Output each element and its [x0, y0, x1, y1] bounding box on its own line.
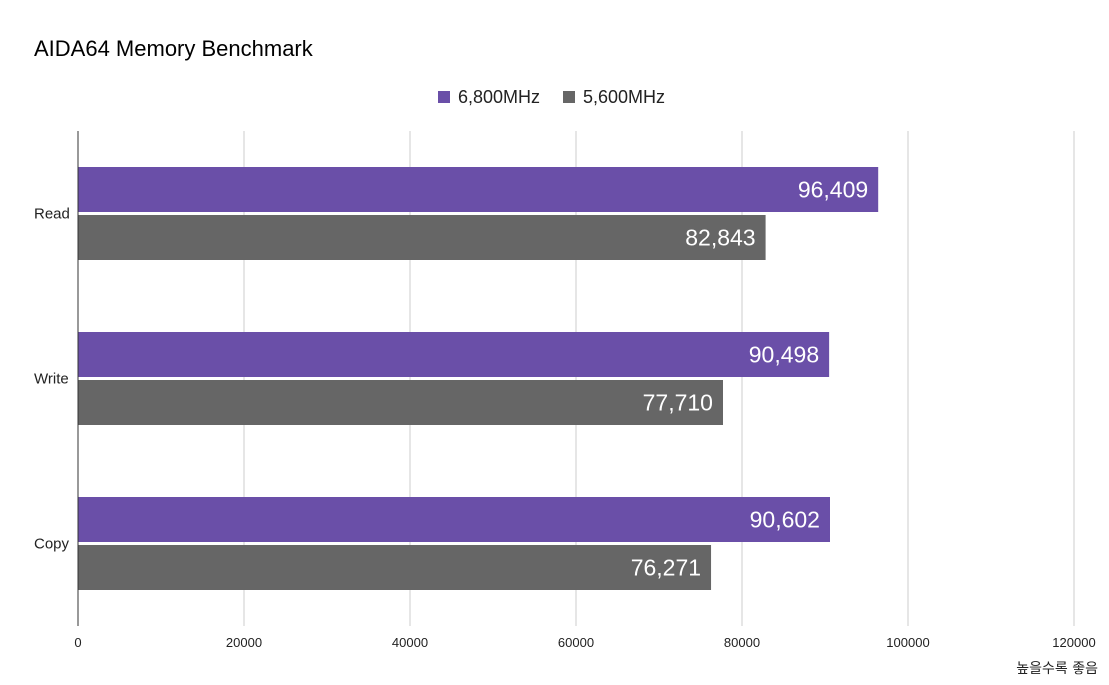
bars: 96,409 82,843 90,498 77,710 90,602 76,271: [78, 167, 879, 590]
x-tick-label: 60000: [558, 635, 594, 650]
chart-title: AIDA64 Memory Benchmark: [34, 36, 314, 61]
bar: [78, 167, 879, 212]
bar-value-label: 77,710: [643, 390, 713, 416]
x-tick-labels: 0 20000 40000 60000 80000 100000 120000: [74, 635, 1095, 650]
bar: [78, 497, 830, 542]
bar: [78, 380, 723, 425]
x-tick-label: 80000: [724, 635, 760, 650]
category-label: Copy: [34, 536, 70, 553]
bar-value-label: 90,498: [749, 342, 819, 368]
category-labels: Read Write Copy: [34, 206, 70, 553]
legend-swatch: [438, 91, 450, 103]
legend-swatch: [563, 91, 575, 103]
bar: [78, 332, 830, 377]
legend-label: 5,600MHz: [583, 87, 665, 107]
x-axis-label: 높을수록 좋음: [1016, 661, 1098, 677]
category-label: Read: [34, 206, 70, 223]
bar: [78, 545, 712, 590]
bar-value-label: 82,843: [685, 225, 755, 251]
gridlines: [243, 131, 1075, 626]
x-tick-label: 40000: [392, 635, 428, 650]
x-tick-label: 120000: [1052, 635, 1095, 650]
bar-value-label: 90,602: [750, 507, 820, 533]
bar-value-label: 96,409: [798, 177, 868, 203]
legend: 6,800MHz 5,600MHz: [438, 87, 665, 107]
bar-value-label: 76,271: [631, 555, 701, 581]
x-tick-label: 20000: [226, 635, 262, 650]
legend-label: 6,800MHz: [458, 87, 540, 107]
bar: [78, 215, 766, 260]
x-tick-label: 100000: [886, 635, 929, 650]
x-tick-label: 0: [74, 635, 81, 650]
category-label: Write: [34, 371, 69, 388]
